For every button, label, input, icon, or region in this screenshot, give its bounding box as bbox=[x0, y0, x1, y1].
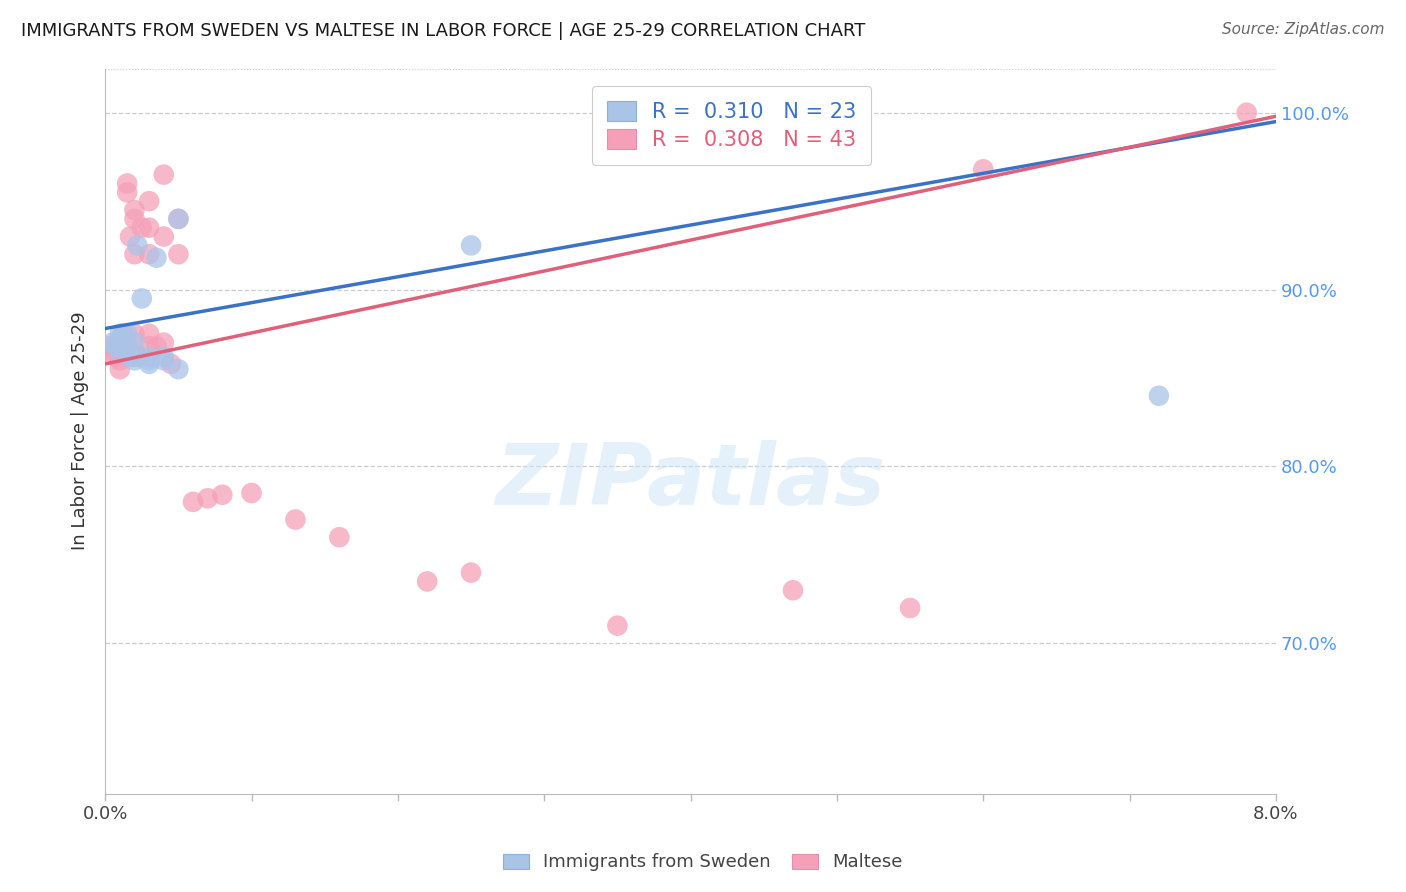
Point bbox=[138, 220, 160, 235]
Point bbox=[108, 344, 131, 359]
Point bbox=[124, 326, 146, 341]
Point bbox=[782, 583, 804, 598]
Point bbox=[1147, 389, 1170, 403]
Point bbox=[145, 339, 167, 353]
Text: Source: ZipAtlas.com: Source: ZipAtlas.com bbox=[1222, 22, 1385, 37]
Point bbox=[124, 353, 146, 368]
Point bbox=[152, 353, 174, 368]
Point bbox=[124, 344, 146, 359]
Point bbox=[152, 335, 174, 350]
Point bbox=[111, 326, 134, 341]
Point bbox=[101, 344, 124, 359]
Point bbox=[124, 202, 146, 217]
Point bbox=[108, 335, 131, 350]
Point bbox=[124, 211, 146, 226]
Point bbox=[181, 495, 204, 509]
Point bbox=[104, 350, 127, 364]
Point bbox=[127, 238, 149, 252]
Point bbox=[115, 339, 138, 353]
Point bbox=[108, 353, 131, 368]
Point bbox=[138, 350, 160, 364]
Point bbox=[104, 339, 127, 353]
Point bbox=[416, 574, 439, 589]
Point bbox=[108, 344, 131, 359]
Legend: Immigrants from Sweden, Maltese: Immigrants from Sweden, Maltese bbox=[496, 847, 910, 879]
Point bbox=[101, 335, 124, 350]
Point bbox=[138, 247, 160, 261]
Point bbox=[115, 186, 138, 200]
Point bbox=[284, 512, 307, 526]
Point bbox=[606, 618, 628, 632]
Point bbox=[167, 211, 190, 226]
Point bbox=[167, 362, 190, 376]
Y-axis label: In Labor Force | Age 25-29: In Labor Force | Age 25-29 bbox=[72, 312, 89, 550]
Legend: R =  0.310   N = 23, R =  0.308   N = 43: R = 0.310 N = 23, R = 0.308 N = 43 bbox=[592, 87, 872, 165]
Point bbox=[460, 238, 482, 252]
Point bbox=[120, 350, 142, 364]
Point bbox=[211, 488, 233, 502]
Point bbox=[115, 326, 138, 341]
Point bbox=[98, 339, 121, 353]
Text: ZIPatlas: ZIPatlas bbox=[495, 441, 886, 524]
Point bbox=[127, 350, 149, 364]
Point bbox=[138, 326, 160, 341]
Point bbox=[131, 220, 153, 235]
Point bbox=[167, 247, 190, 261]
Point bbox=[138, 353, 160, 368]
Point bbox=[120, 229, 142, 244]
Point bbox=[124, 247, 146, 261]
Point bbox=[115, 177, 138, 191]
Point bbox=[124, 350, 146, 364]
Point bbox=[108, 326, 131, 341]
Point bbox=[108, 362, 131, 376]
Point bbox=[138, 194, 160, 209]
Point bbox=[328, 530, 350, 544]
Point bbox=[111, 326, 134, 341]
Point bbox=[124, 335, 146, 350]
Point bbox=[972, 162, 994, 177]
Point bbox=[138, 357, 160, 371]
Point bbox=[152, 229, 174, 244]
Point bbox=[460, 566, 482, 580]
Point bbox=[160, 357, 183, 371]
Point bbox=[898, 601, 921, 615]
Point bbox=[240, 486, 263, 500]
Point bbox=[167, 211, 190, 226]
Point bbox=[197, 491, 219, 506]
Point bbox=[1236, 105, 1258, 120]
Point bbox=[131, 292, 153, 306]
Point bbox=[152, 350, 174, 364]
Point bbox=[138, 339, 160, 353]
Text: IMMIGRANTS FROM SWEDEN VS MALTESE IN LABOR FORCE | AGE 25-29 CORRELATION CHART: IMMIGRANTS FROM SWEDEN VS MALTESE IN LAB… bbox=[21, 22, 866, 40]
Point bbox=[145, 251, 167, 265]
Point bbox=[152, 168, 174, 182]
